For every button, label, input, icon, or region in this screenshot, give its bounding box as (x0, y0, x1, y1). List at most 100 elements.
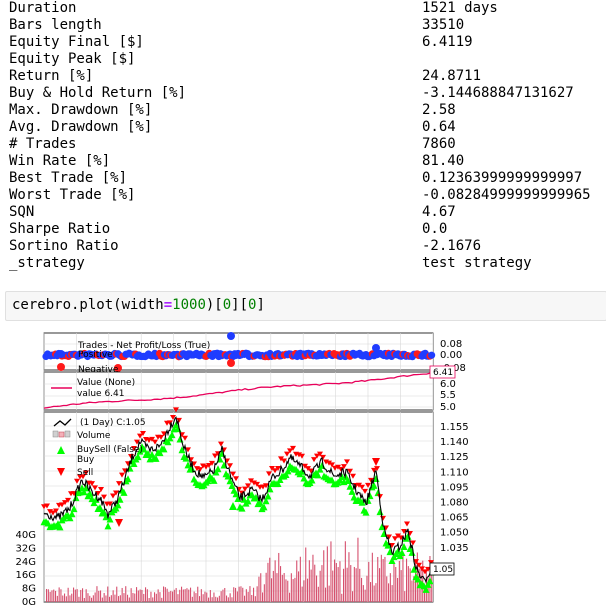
price-tick: 1.065 (440, 513, 469, 524)
volume-bar (218, 595, 220, 602)
stat-row: Worst Trade [%] -0.08284999999999965 (0, 187, 606, 204)
buy-marker (188, 465, 196, 473)
volume-bar (355, 568, 357, 602)
sell-marker (263, 483, 269, 489)
stat-key: _strategy (9, 255, 85, 271)
volume-tick: 32G (16, 543, 36, 554)
volume-bar (307, 578, 309, 602)
sell-marker (296, 452, 302, 458)
volume-bar (141, 589, 143, 602)
sell-marker (158, 434, 164, 440)
buy-marker (284, 467, 292, 475)
stat-key: Equity Final [$] (9, 34, 144, 50)
volume-bar (231, 597, 233, 602)
sell-marker (89, 481, 95, 487)
buy-marker (264, 492, 272, 500)
volume-legend-swatch (64, 430, 71, 438)
volume-bar (402, 552, 404, 602)
volume-bar (398, 560, 400, 602)
volume-bar (332, 570, 334, 602)
volume-bar (168, 591, 170, 602)
volume-bar (317, 586, 319, 602)
buy-marker (214, 465, 222, 473)
sell-marker (110, 493, 116, 499)
volume-bar (260, 573, 262, 602)
buy-marker (282, 470, 290, 478)
buy-marker (182, 454, 190, 462)
buy-marker (116, 495, 124, 503)
volume-bar (310, 569, 312, 602)
volume-bar (407, 566, 409, 602)
sell-marker (302, 463, 308, 469)
volume-bar (184, 589, 186, 602)
volume-bar (53, 589, 55, 602)
trade-negative-dot (227, 359, 235, 367)
sell-marker (425, 566, 431, 572)
volume-bar (287, 580, 289, 602)
sell-marker (305, 466, 311, 472)
volume-bar (278, 552, 280, 602)
sell-marker (308, 468, 314, 474)
volume-bar (164, 587, 166, 602)
stat-value: -3.144688847131627 (422, 85, 574, 101)
volume-bar (118, 596, 120, 602)
sell-marker (176, 417, 182, 423)
sell-marker (50, 510, 56, 516)
volume-bar (222, 589, 224, 602)
volume-bar (267, 562, 269, 602)
sell-marker (167, 420, 173, 426)
code-cell[interactable]: cerebro.plot(width=1000)[0][0] (5, 291, 606, 321)
sell-marker (209, 460, 215, 466)
stat-key: Win Rate [%] (9, 153, 111, 169)
buy-marker (134, 453, 142, 461)
sell-marker (284, 451, 290, 457)
volume-bar (323, 550, 325, 602)
volume-bar (395, 567, 397, 602)
buy-marker (229, 502, 237, 510)
volume-bar (69, 595, 71, 602)
volume-bar (73, 587, 75, 602)
volume-bar (82, 588, 84, 602)
stat-row: Avg. Drawdown [%] 0.64 (0, 119, 606, 136)
buy-marker (114, 501, 122, 509)
sell-marker (320, 454, 326, 460)
volume-bar (281, 574, 283, 602)
stat-row: Equity Final [$] 6.4119 (0, 34, 606, 51)
volume-bar (60, 589, 62, 602)
volume-bar (357, 537, 359, 602)
volume-bar (181, 586, 183, 602)
stat-key: Worst Trade [%] (9, 187, 136, 203)
price-tick: 1.095 (440, 482, 469, 493)
volume-bar (238, 586, 240, 602)
code-line[interactable]: cerebro.plot(width=1000)[0][0] (12, 297, 265, 313)
volume-bar (348, 552, 350, 602)
volume-bar (172, 591, 174, 602)
volume-bar (308, 560, 310, 602)
buy-marker (120, 488, 128, 496)
volume-bar (350, 565, 352, 602)
sell-marker (329, 462, 335, 468)
volume-bar (202, 594, 204, 602)
buy-marker (124, 475, 132, 483)
sell-marker (410, 540, 416, 546)
volume-bar (359, 568, 361, 602)
volume-bar (110, 595, 112, 602)
volume-legend-swatch (52, 430, 59, 438)
buy-marker (82, 484, 90, 492)
volume-bar (325, 587, 327, 602)
buy-marker (314, 471, 322, 479)
sell-marker (371, 467, 377, 473)
close-line (43, 416, 434, 584)
volume-bar (344, 541, 346, 602)
volume-bar (422, 560, 424, 602)
sell-marker (317, 451, 323, 457)
volume-bar (76, 589, 78, 602)
buy-marker (224, 472, 232, 480)
price-tick: 1.035 (440, 543, 469, 554)
buy-marker (384, 541, 392, 549)
stat-value: 4.67 (422, 204, 456, 220)
sell-marker (362, 488, 368, 494)
volume-bar (229, 593, 231, 602)
stat-row: SQN 4.67 (0, 204, 606, 221)
value-last-badge (429, 365, 456, 379)
